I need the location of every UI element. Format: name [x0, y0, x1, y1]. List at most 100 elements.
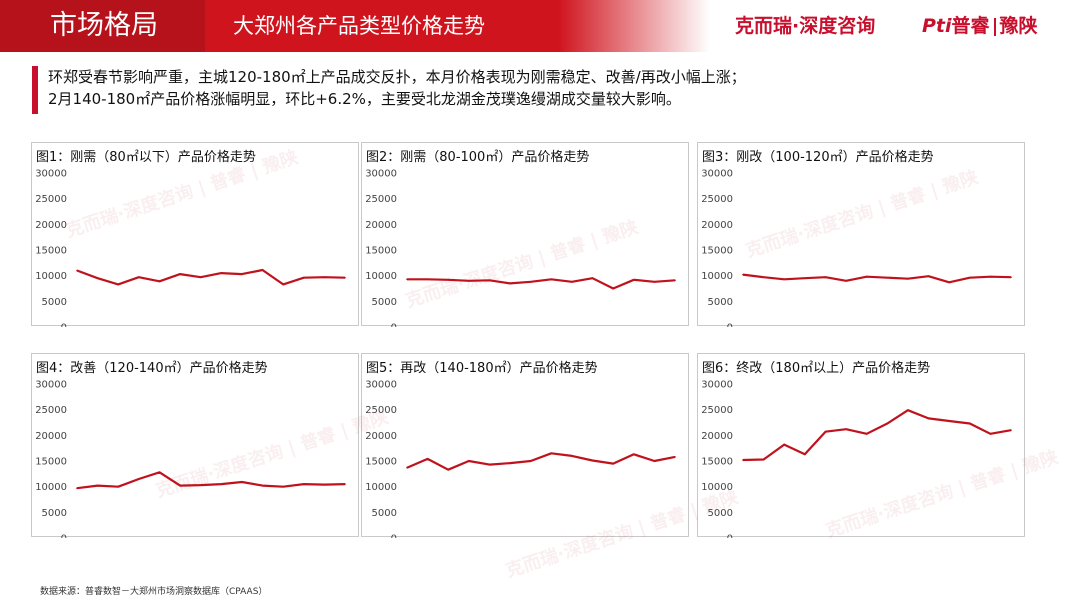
brand-logo-right: Pti普睿 豫陕	[922, 0, 1038, 52]
data-point	[632, 453, 635, 456]
data-point	[117, 485, 120, 488]
data-point	[550, 278, 553, 281]
data-point	[447, 468, 450, 471]
data-point	[612, 287, 614, 290]
y-tick-label: 15000	[35, 457, 67, 468]
data-point	[282, 485, 284, 488]
y-tick-label: 15000	[365, 457, 397, 468]
data-point	[261, 484, 264, 487]
data-point	[550, 452, 553, 455]
data-point	[989, 275, 992, 278]
data-point	[138, 276, 140, 279]
line-chart: 0500010000150002000025000300002025年1月5月9…	[365, 380, 676, 539]
data-point	[824, 276, 827, 279]
data-point	[344, 483, 346, 485]
data-point	[488, 463, 491, 466]
data-point	[179, 484, 181, 487]
data-point	[653, 281, 656, 283]
y-tick-label: 20000	[701, 431, 733, 442]
y-tick-label: 30000	[365, 380, 397, 391]
price-series-line	[407, 277, 676, 290]
y-tick-label: 5000	[708, 297, 733, 308]
brand-logo-mark: Pti	[922, 15, 952, 37]
data-point	[282, 283, 284, 286]
y-tick-label: 10000	[365, 482, 397, 493]
line-chart: 0500010000150002000025000300002025年1月5月9…	[35, 380, 346, 539]
chart-panel-1: 图1：刚需（80㎡以下）产品价格走势 0 5000 10000 15000 20000 2…	[31, 142, 359, 328]
chart-title: 图1：刚需（80㎡以下）产品价格走势	[36, 150, 256, 165]
y-tick-label: 30000	[701, 169, 733, 180]
y-tick-label: 30000	[365, 169, 397, 180]
data-point	[468, 460, 470, 462]
y-tick-label: 0	[391, 534, 397, 539]
y-tick-label: 20000	[365, 431, 397, 442]
price-series-line	[76, 471, 346, 490]
y-tick-label: 15000	[365, 246, 397, 257]
brand-divider	[993, 17, 996, 36]
y-tick-label: 30000	[701, 380, 733, 391]
section-label: 市场格局	[0, 0, 205, 52]
data-point	[783, 278, 786, 281]
data-point	[323, 276, 326, 279]
data-point	[845, 428, 847, 430]
data-point	[323, 483, 326, 486]
data-point	[907, 277, 909, 280]
y-tick-label: 5000	[42, 297, 67, 308]
chart-title: 图4：改善（120-140㎡）产品价格走势	[36, 361, 268, 376]
data-point	[804, 277, 806, 280]
data-point	[762, 458, 765, 461]
data-point	[447, 278, 450, 281]
data-point	[886, 276, 889, 279]
y-tick-label: 0	[61, 534, 67, 539]
chart-panel-6: 图6：终改（180㎡以上）产品价格走势 0 5000 10000 15000 20000…	[697, 353, 1025, 539]
data-point	[762, 276, 765, 279]
y-tick-label: 10000	[701, 482, 733, 493]
data-point	[742, 459, 744, 461]
y-tick-label: 0	[61, 323, 67, 328]
y-tick-label: 25000	[35, 405, 67, 416]
chart-panel-2: 图2：刚需（80-100㎡）产品价格走势 0 5000 10000 15000 2000…	[361, 142, 689, 328]
y-tick-label: 5000	[372, 508, 397, 519]
chart-panel-3: 图3：刚改（100-120㎡）产品价格走势 0 5000 10000 15000 200…	[697, 142, 1025, 328]
data-point	[138, 478, 140, 480]
summary-line-1: 环郑受春节影响严重，主城120-180㎡上产品成交反扑，本月价格表现为刚需稳定、…	[48, 68, 746, 86]
data-point	[968, 422, 971, 425]
y-tick-label: 0	[727, 323, 733, 328]
data-point	[426, 458, 429, 460]
data-source-note: 数据来源：普睿数智－大郑州市场洞察数据库（CPAAS）	[40, 587, 268, 597]
data-point	[948, 420, 950, 422]
y-tick-label: 20000	[365, 220, 397, 231]
brand-logo-name: 普睿	[951, 15, 990, 37]
data-point	[865, 275, 868, 278]
data-point	[302, 276, 305, 279]
data-point	[158, 471, 161, 474]
data-point	[674, 279, 676, 282]
chart-panel-5: 图5：再改（140-180㎡）产品价格走势 0 5000 10000 15000 200…	[361, 353, 689, 539]
chart-title: 图2：刚需（80-100㎡）产品价格走势	[366, 150, 590, 165]
data-point	[179, 273, 181, 275]
data-point	[158, 280, 161, 283]
data-point	[220, 272, 223, 274]
y-tick-label: 15000	[701, 457, 733, 468]
y-tick-label: 15000	[701, 246, 733, 257]
y-tick-label: 25000	[701, 405, 733, 416]
data-point	[989, 432, 992, 435]
y-tick-label: 0	[391, 323, 397, 328]
data-point	[571, 281, 573, 283]
data-point	[468, 280, 470, 282]
line-chart: 0500010000150002000025000300002025年1月5月9…	[365, 169, 676, 328]
y-tick-label: 0	[727, 534, 733, 539]
data-point	[199, 484, 202, 486]
data-point	[591, 277, 594, 280]
title-banner	[205, 0, 710, 52]
y-tick-label: 20000	[35, 431, 67, 442]
y-tick-label: 30000	[35, 169, 67, 180]
data-point	[674, 456, 676, 458]
chart-title: 图3：刚改（100-120㎡）产品价格走势	[702, 150, 934, 165]
data-point	[96, 484, 99, 487]
data-point	[76, 487, 78, 490]
data-point	[344, 276, 346, 279]
data-point	[117, 283, 120, 286]
y-tick-label: 5000	[372, 297, 397, 308]
chart-panel-4: 图4：改善（120-140㎡）产品价格走势 0 5000 10000 15000 200…	[31, 353, 359, 539]
